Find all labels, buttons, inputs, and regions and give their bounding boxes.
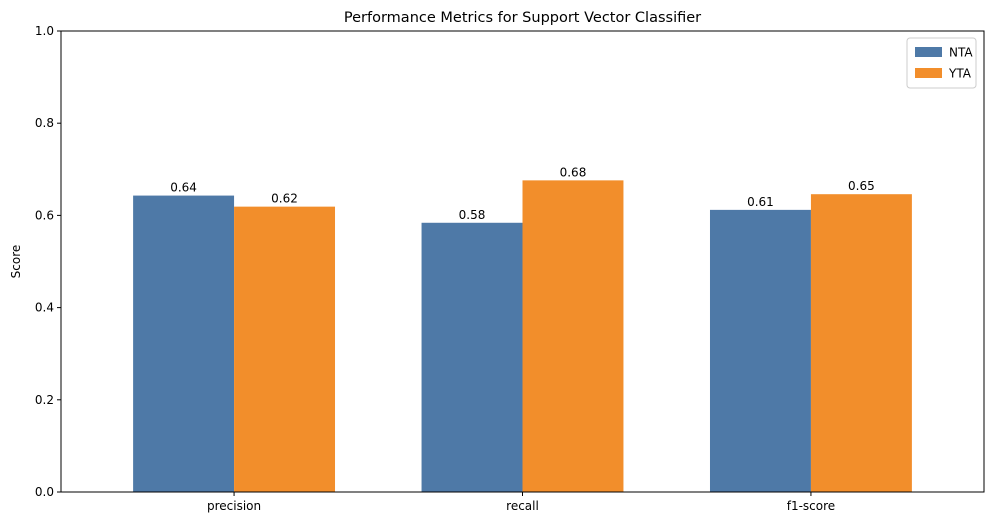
legend-swatch-yta [915,68,942,78]
bar-yta-recall [522,180,624,492]
bar-yta-f1-score [810,194,912,492]
plot-frame [60,30,985,493]
bar-value-label: 0.58 [459,208,486,222]
y-tick-label: 0.2 [35,393,54,407]
bar-value-label: 0.68 [560,165,587,179]
y-tick-label: 1.0 [35,24,54,38]
legend-swatch-nta [915,47,942,57]
bar-nta-f1-score [709,209,811,493]
legend-label: YTA [948,67,972,81]
y-tick-label: 0.0 [35,485,54,499]
y-tick-label: 0.8 [35,116,54,130]
legend: NTA YTA [906,37,977,89]
bar-nta-precision [133,195,235,492]
y-tick-label: 0.6 [35,208,54,222]
chart-title: Performance Metrics for Support Vector C… [344,10,701,26]
bar-nta-recall [421,222,523,492]
x-axis-ticks: precision recall f1-score [207,492,835,513]
bar-yta-precision [234,206,336,493]
x-tick-label: recall [506,499,539,513]
bar-value-label: 0.64 [170,181,197,195]
bars: 0.64 0.58 0.61 0.62 0.68 0.65 [133,165,912,493]
legend-label: NTA [949,46,973,60]
x-tick-label: f1-score [787,499,835,513]
x-tick-label: precision [207,499,261,513]
y-axis-ticks: 0.0 0.2 0.4 0.6 0.8 1.0 [35,24,61,499]
y-axis-label: Score [9,245,23,279]
bar-value-label: 0.62 [271,192,298,206]
y-tick-label: 0.4 [35,301,54,315]
bar-value-label: 0.65 [848,179,875,193]
bar-value-label: 0.61 [747,195,774,209]
